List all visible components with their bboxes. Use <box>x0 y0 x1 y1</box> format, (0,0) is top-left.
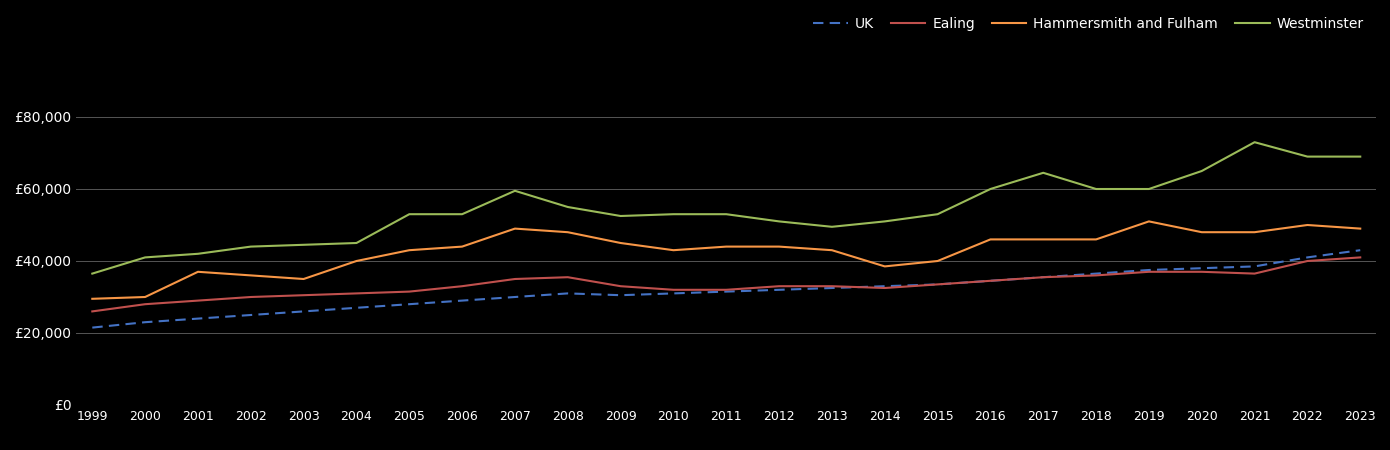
Legend: UK, Ealing, Hammersmith and Fulham, Westminster: UK, Ealing, Hammersmith and Fulham, West… <box>808 11 1369 36</box>
